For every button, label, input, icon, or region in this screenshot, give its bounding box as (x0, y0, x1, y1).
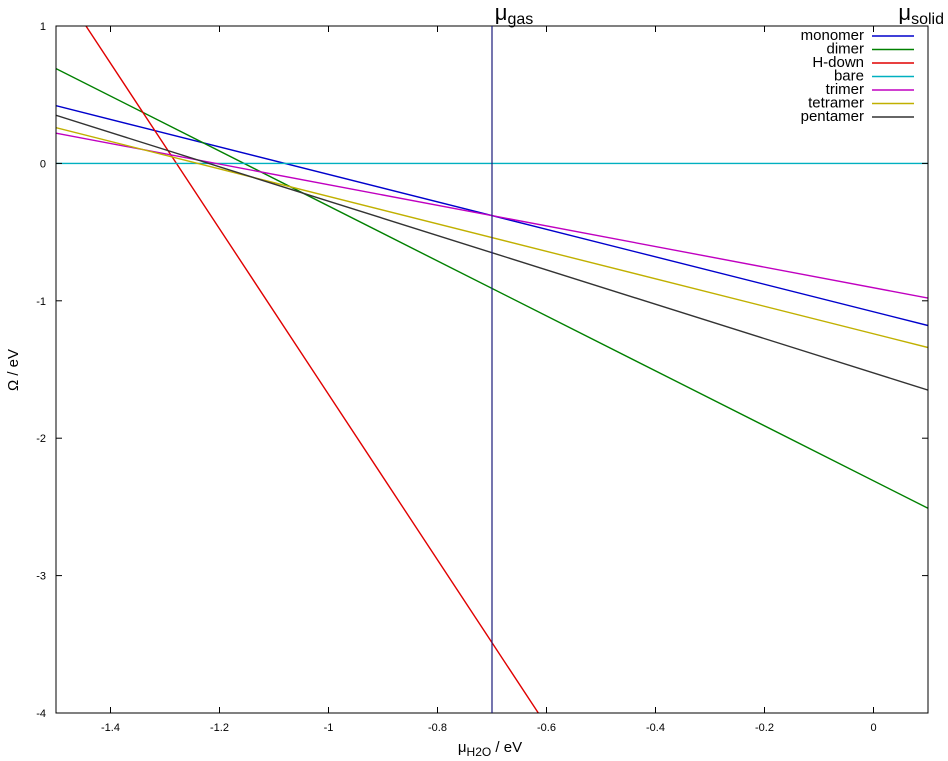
series-line-h-down (85, 26, 539, 713)
y-tick-label: -4 (36, 708, 46, 720)
x-tick-label: -1 (324, 722, 334, 734)
x-tick-label: -0.8 (428, 722, 447, 734)
legend: monomerdimerH-downbaretrimertetramerpent… (801, 27, 914, 125)
vertical-markers: μgas μsolid (491, 0, 944, 713)
y-tick-label: 1 (40, 21, 46, 33)
legend-label-pentamer: pentamer (801, 108, 864, 125)
y-tick-label: 0 (40, 158, 46, 170)
x-tick-label: -0.2 (755, 722, 774, 734)
marker-label-solid: μsolid (898, 0, 944, 28)
legend-label-bare: bare (834, 68, 864, 85)
legend-label-tetramer: tetramer (808, 95, 864, 112)
y-tick-label: -2 (36, 433, 46, 445)
y-tick-label: -3 (36, 571, 46, 583)
x-tick-label: -0.4 (646, 722, 665, 734)
legend-label-trimer: trimer (826, 81, 864, 98)
legend-label-h-down: H-down (812, 54, 864, 71)
y-tick-label: -1 (36, 296, 46, 308)
marker-label-gas: μgas (495, 0, 533, 28)
legend-label-dimer: dimer (826, 41, 864, 58)
legend-label-monomer: monomer (801, 27, 864, 44)
x-axis-label: μH2O / eV (458, 739, 522, 759)
x-tick-label: -1.4 (101, 722, 120, 734)
y-axis-label: Ω / eV (5, 349, 22, 391)
x-tick-label: -1.2 (210, 722, 229, 734)
x-tick-label: 0 (870, 722, 876, 734)
axis-ticks: -1.4 -1.2 -1 -0.8 -0.6 -0.4 -0.2 0 1 0 -1 -2 -3 -4 (36, 21, 928, 734)
x-tick-label: -0.6 (537, 722, 556, 734)
